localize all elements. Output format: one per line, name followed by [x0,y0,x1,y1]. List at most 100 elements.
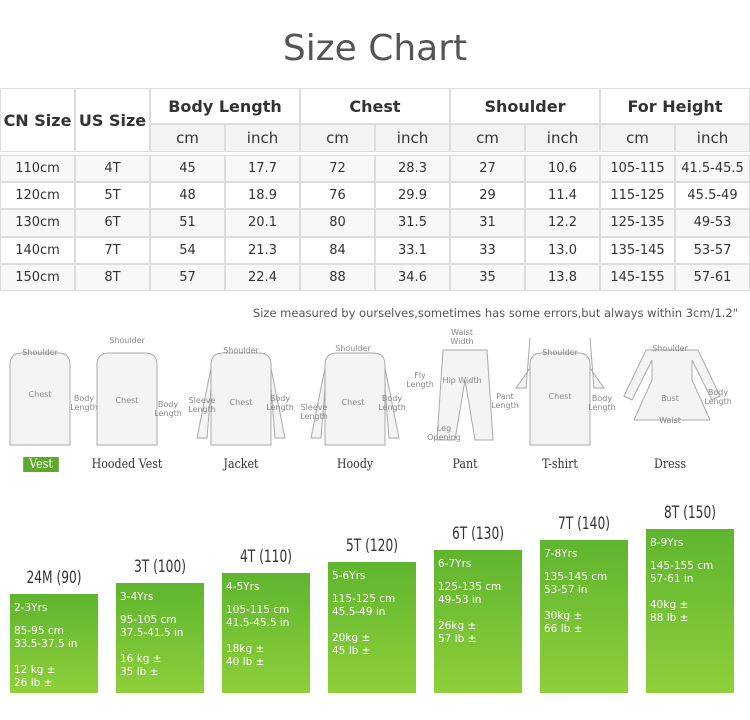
table-cell: 88 [300,263,375,291]
unit-cell: cm [450,124,525,152]
table-cell: 45.5-49 [675,182,750,210]
table-cell: 35 [450,263,525,291]
unit-cell: inch [225,124,300,152]
unit-cell: inch [675,124,750,152]
table-cell: 76 [300,182,375,210]
measure-label: Chest [229,398,253,407]
table-cell: 49-53 [675,209,750,237]
bar-text: 66 lb ± [544,623,583,635]
garment-outline [310,352,400,446]
bar-text: 40 lb ± [226,656,265,668]
size-label: 7T (140) [557,514,611,534]
header-cell: CN Size [0,88,75,152]
measure-label: Fly Length [406,371,434,389]
measure-label: Sleeve Length [188,396,216,414]
table-cell: 17.7 [225,155,300,183]
bar-text: 26kg ± [438,620,477,632]
bar-text: 3-4Yrs [120,591,154,603]
bar-text: 18kg ± [226,643,265,655]
bar-text: 7-8Yrs [544,548,578,560]
measure-label: Body Length [266,394,294,412]
garment-outline [9,352,71,446]
header-cell: US Size [75,88,150,152]
age-bar: 6-7Yrs 125-135 cm 49-53 in 26kg ±57 lb ± [434,550,522,693]
table-cell: 12.2 [525,209,600,237]
table-cell: 120cm [0,182,75,210]
age-bar: 7-8Yrs 135-145 cm 53-57 in 30kg ±66 lb ± [540,540,628,693]
size-label: 24M (90) [26,568,82,588]
measure-label: Body Length [588,394,616,412]
measure-label: Shoulder [542,348,578,357]
garment-name: Hoody [336,457,374,472]
table-cell: 13.0 [525,236,600,264]
header-cell: Body Length [150,88,300,124]
bar-text: 88 lb ± [650,612,689,624]
bar-text: 41.5-45.5 in [226,617,290,629]
table-cell: 80 [300,209,375,237]
measure-label: Chest [28,390,52,399]
table-cell: 6T [75,209,150,237]
table-cell: 33 [450,236,525,264]
table-cell: 7T [75,236,150,264]
size-label: 5T (120) [345,536,399,556]
bar-text: 37.5-41.5 in [120,627,184,639]
table-cell: 31.5 [375,209,450,237]
table-cell: 51 [150,209,225,237]
table-cell: 130cm [0,209,75,237]
table-cell: 11.4 [525,182,600,210]
table-cell: 41.5-45.5 [675,155,750,183]
measure-label: Chest [548,392,572,401]
size-label: 3T (100) [133,557,187,577]
measure-label: Bust [661,394,679,403]
bar-text: 49-53 in [438,594,482,606]
bar-text: 26 lb ± [14,677,53,689]
garment-name: T-shirt [542,457,578,472]
measure-label: Sleeve Length [300,403,328,421]
measure-label: Body Length [70,394,98,412]
measure-label: Chest [115,396,139,405]
header-cell: Shoulder [450,88,600,124]
unit-cell: inch [525,124,600,152]
table-cell: 145-155 [600,263,675,291]
bar-text: 145-155 cm [650,560,714,572]
bar-text: 30kg ± [544,610,583,622]
measure-label: Shoulder [109,336,145,345]
table-cell: 27 [450,155,525,183]
table-cell: 72 [300,155,375,183]
table-cell: 29.9 [375,182,450,210]
bar-text: 4-5Yrs [226,581,260,593]
bar-text: 6-7Yrs [438,558,472,570]
table-cell: 110cm [0,155,75,183]
bar-text: 125-135 cm [438,581,502,593]
garment-name: Hooded Vest [91,457,163,472]
bar-text: 40kg ± [650,599,689,611]
title: Size Chart [282,28,468,69]
garment-outline [96,352,158,446]
bar-text: 16 kg ± [120,653,162,665]
table-cell: 57 [150,263,225,291]
table-cell: 54 [150,236,225,264]
table-cell: 84 [300,236,375,264]
note: Size measured by ourselves,sometimes has… [252,306,738,320]
measure-label: Waist [659,416,681,425]
table-cell: 29 [450,182,525,210]
garment-name: Dress [653,457,687,472]
table-cell: 34.6 [375,263,450,291]
table-cell: 45 [150,155,225,183]
bar-text: 57-61 in [650,573,694,585]
measure-label: Leg Opening [427,424,461,442]
bar-text: 85-95 cm [14,625,64,637]
table-cell: 10.6 [525,155,600,183]
measure-label: Shoulder [652,344,688,353]
bar-text: 53-57 in [544,584,588,596]
measure-label: Pant Length [491,392,519,410]
measure-label: Body Length [154,400,182,418]
age-bar: 4-5Yrs 105-115 cm 41.5-45.5 in 18kg ±40 lb … [222,573,310,693]
table-cell: 8T [75,263,150,291]
table-cell: 18.9 [225,182,300,210]
header-cell: For Height [600,88,750,124]
bar-text: 45.5-49 in [332,606,386,618]
measure-label: Body Length [378,394,406,412]
